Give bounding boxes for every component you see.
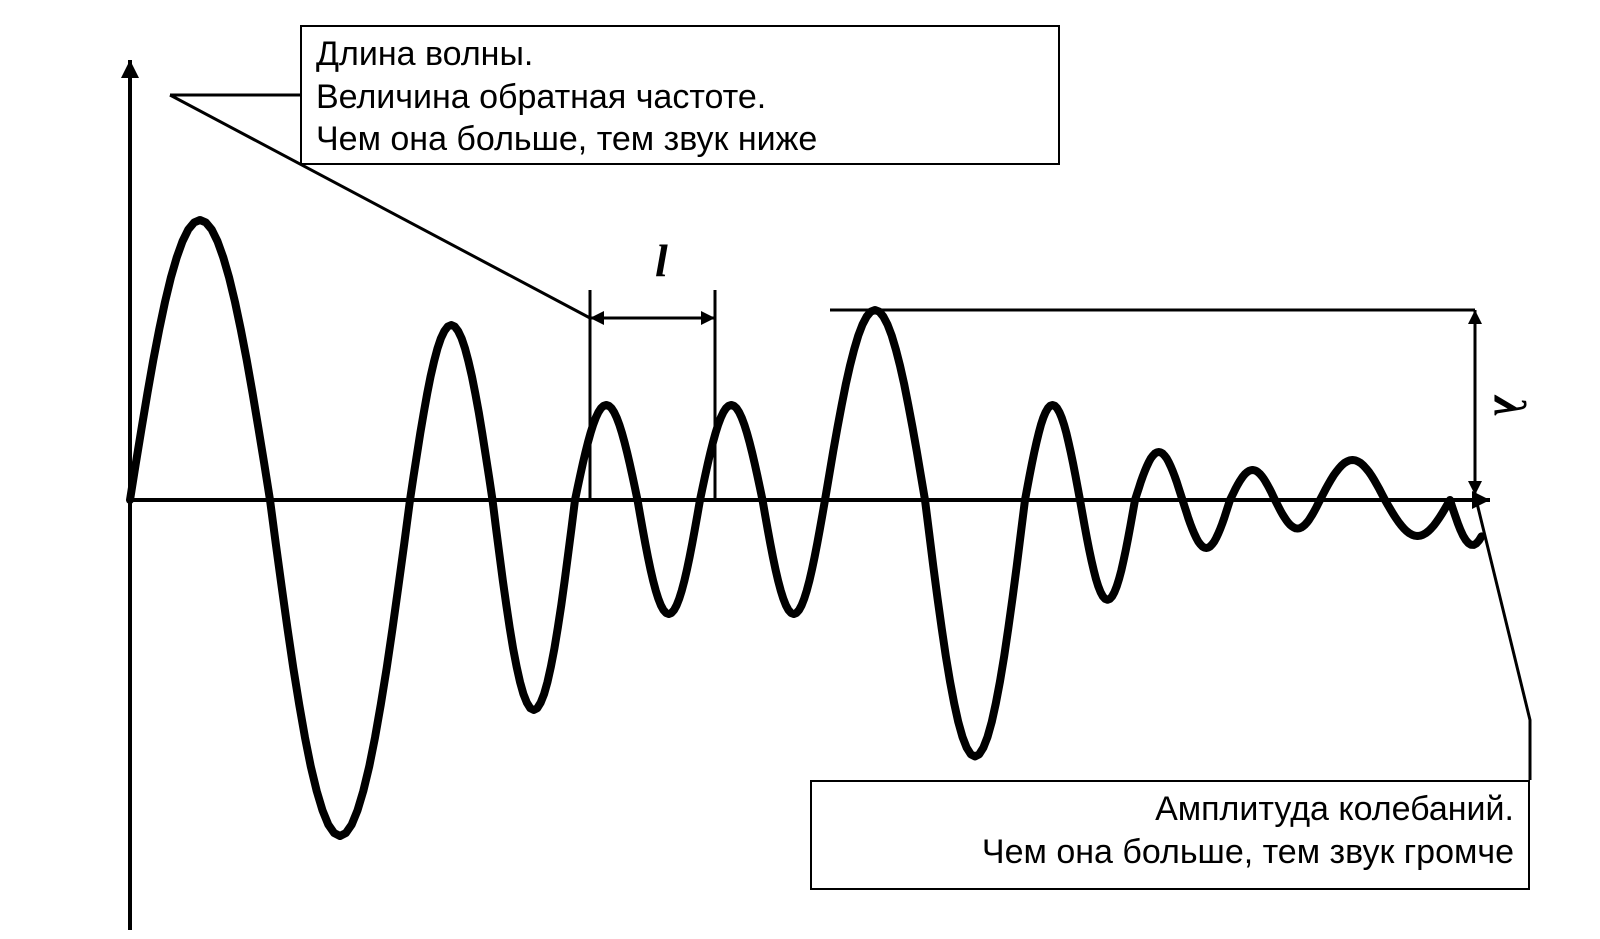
callout-amplitude-line2: Чем она больше, тем звук громче (826, 831, 1514, 874)
callout-wavelength-line2: Величина обратная частоте. (316, 76, 1044, 119)
callout-wavelength-line1: Длина волны. (316, 33, 1044, 76)
callout-wavelength: Длина волны. Величина обратная частоте. … (300, 25, 1060, 165)
callout-amplitude-line1: Амплитуда колебаний. (826, 788, 1514, 831)
callout-wavelength-line3: Чем она больше, тем звук ниже (316, 118, 1044, 161)
callout-amplitude: Амплитуда колебаний. Чем она больше, тем… (810, 780, 1530, 890)
wavelength-symbol: l (655, 234, 668, 287)
amplitude-symbol: λ (1484, 396, 1537, 416)
diagram-stage: Длина волны. Величина обратная частоте. … (0, 0, 1600, 939)
